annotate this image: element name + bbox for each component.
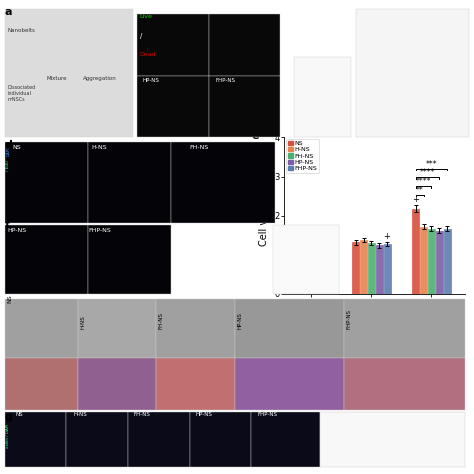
Bar — [376, 246, 383, 294]
Text: **: ** — [416, 185, 424, 194]
Text: H-NS: H-NS — [81, 316, 86, 329]
Text: NS: NS — [8, 294, 13, 303]
Text: Nanobelts: Nanobelts — [7, 28, 35, 34]
Bar — [300, 255, 307, 294]
Text: ***: *** — [426, 160, 438, 169]
Text: HP-NS: HP-NS — [7, 228, 26, 233]
Text: NS: NS — [15, 412, 23, 418]
Text: /: / — [140, 33, 142, 39]
Text: FH-NS: FH-NS — [190, 145, 209, 150]
Text: g: g — [5, 412, 13, 422]
Text: FHP-NS: FHP-NS — [216, 78, 236, 83]
Bar — [383, 244, 391, 294]
Text: HP-NS: HP-NS — [142, 78, 159, 83]
Text: Aggregation: Aggregation — [82, 76, 117, 81]
Text: ****: **** — [416, 177, 431, 186]
Text: e: e — [252, 131, 259, 141]
Text: / EdU: / EdU — [6, 161, 10, 171]
Bar — [324, 255, 330, 294]
Text: H-NS: H-NS — [73, 412, 88, 418]
Text: +: + — [412, 194, 419, 203]
Text: *: * — [297, 237, 302, 247]
Text: H-NS: H-NS — [92, 145, 107, 150]
Bar — [368, 243, 375, 294]
Text: +: + — [383, 232, 391, 241]
Legend: NS, H-NS, FH-NS, HP-NS, FHP-NS: NS, H-NS, FH-NS, HP-NS, FHP-NS — [286, 139, 319, 173]
Bar — [316, 256, 323, 294]
Bar — [308, 255, 315, 294]
Text: xxilin / DAPI: xxilin / DAPI — [6, 424, 10, 448]
Bar — [420, 227, 427, 294]
Text: NS: NS — [12, 145, 21, 150]
Y-axis label: Cell viability: Cell viability — [259, 186, 269, 246]
Text: f: f — [5, 220, 10, 230]
Bar — [412, 209, 419, 294]
Text: DAPI: DAPI — [6, 147, 10, 156]
Text: HP-NS: HP-NS — [195, 412, 212, 418]
Text: ****: **** — [420, 168, 435, 177]
Text: FHP-NS: FHP-NS — [258, 412, 278, 418]
Text: FH-NS: FH-NS — [134, 412, 151, 418]
Text: HP-NS: HP-NS — [237, 312, 242, 329]
Bar — [428, 228, 435, 294]
Text: Dissociated
individual
mNSCs: Dissociated individual mNSCs — [7, 85, 36, 102]
Text: FH-NS: FH-NS — [159, 312, 164, 329]
Bar — [292, 255, 299, 294]
Text: Mixture: Mixture — [46, 76, 67, 81]
Text: FHP-NS: FHP-NS — [346, 310, 351, 329]
Text: a: a — [5, 7, 12, 17]
Bar — [444, 228, 451, 294]
Bar — [436, 230, 443, 294]
Text: d: d — [5, 140, 13, 150]
Text: Dead: Dead — [140, 52, 156, 57]
Text: FHP-NS: FHP-NS — [88, 228, 111, 233]
Bar — [352, 242, 359, 294]
Bar — [360, 240, 367, 294]
Text: Live: Live — [140, 14, 153, 19]
X-axis label: Days: Days — [362, 313, 387, 323]
